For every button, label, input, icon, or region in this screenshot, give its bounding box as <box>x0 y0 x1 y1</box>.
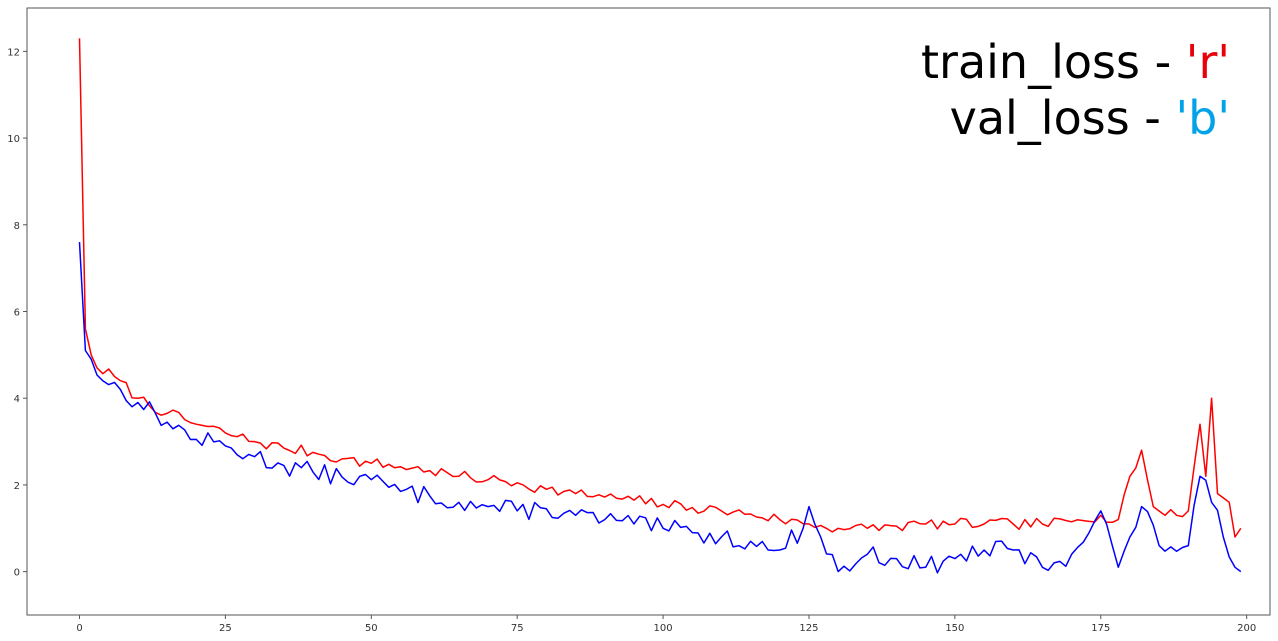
y-tick-label: 0 <box>14 568 20 579</box>
legend-val-loss-code: 'b' <box>1176 91 1231 145</box>
x-tick-label: 0 <box>76 623 82 634</box>
legend-train-loss: train_loss - 'r' <box>921 35 1230 89</box>
legend-train-loss-label: train_loss - <box>921 35 1186 89</box>
x-tick-label: 25 <box>219 623 232 634</box>
legend-val-loss: val_loss - 'b' <box>950 91 1230 145</box>
y-tick-label: 6 <box>14 308 20 319</box>
x-tick-label: 50 <box>365 623 378 634</box>
legend-train-loss-code: 'r' <box>1186 35 1230 89</box>
x-tick-label: 100 <box>654 623 673 634</box>
x-tick-label: 125 <box>799 623 818 634</box>
series-line-val-loss <box>78 242 1242 574</box>
y-tick-label: 4 <box>14 394 20 405</box>
x-tick-label: 150 <box>945 623 964 634</box>
series-layer <box>78 38 1242 574</box>
y-tick-label: 8 <box>14 221 20 232</box>
x-tick-label: 200 <box>1237 623 1256 634</box>
y-tick-label: 10 <box>7 134 20 145</box>
y-tick-label: 12 <box>7 47 20 58</box>
series-line-train-loss <box>78 38 1242 538</box>
axis-layer: 0 25 50 75 100 125 150 175 200 0 2 4 6 8 10 12 <box>7 47 1256 634</box>
legend-val-loss-label: val_loss - <box>950 91 1176 145</box>
x-tick-label: 75 <box>511 623 524 634</box>
x-tick-label: 175 <box>1091 623 1110 634</box>
y-tick-label: 2 <box>14 481 20 492</box>
